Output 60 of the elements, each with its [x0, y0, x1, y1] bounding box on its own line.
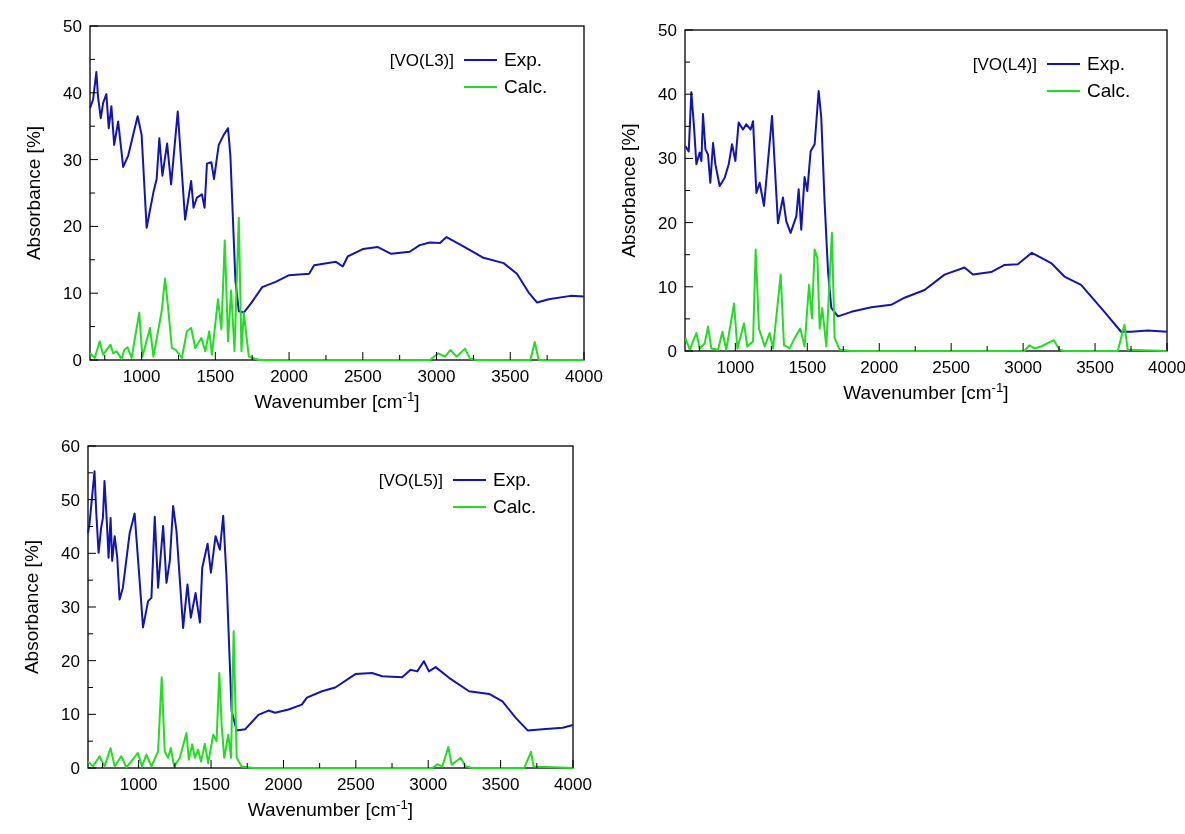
x-tick-label: 3000 — [417, 367, 456, 386]
line-series — [89, 216, 585, 361]
x-tick-label: 4000 — [565, 367, 603, 386]
y-tick-label: 40 — [63, 83, 82, 103]
x-axis-title: Wavenumber [cm$^{-1}$] — [254, 388, 420, 412]
y-tick-label: 40 — [658, 85, 677, 105]
legend-title: [VO(L4)] — [972, 55, 1037, 74]
legend-label: Exp. — [493, 469, 532, 490]
y-tick-label: 0 — [70, 759, 80, 778]
x-tick-label: 2500 — [343, 367, 382, 386]
line-series — [87, 470, 574, 732]
x-tick-label: 4000 — [554, 775, 592, 794]
y-tick-label: 20 — [61, 651, 80, 671]
line-series — [89, 71, 585, 314]
line-series — [87, 630, 574, 769]
y-tick-label: 30 — [658, 149, 677, 169]
x-tick-label: 3500 — [1076, 358, 1114, 377]
y-tick-label: 10 — [658, 277, 677, 297]
x-tick-label: 1500 — [196, 367, 235, 386]
legend-label: Calc. — [1087, 80, 1131, 101]
x-tick-label: 2500 — [336, 775, 375, 794]
legend-label: Calc. — [493, 496, 537, 517]
x-tick-label: 1000 — [122, 367, 161, 386]
x-tick-label: 3500 — [481, 775, 520, 794]
x-tick-label: 2000 — [270, 367, 308, 386]
legend-label: Exp. — [1087, 53, 1126, 74]
y-tick-label: 40 — [61, 544, 80, 564]
x-tick-label: 1000 — [119, 775, 158, 794]
y-tick-label: 0 — [667, 342, 677, 361]
x-tick-label: 1500 — [788, 358, 827, 377]
y-tick-label: 10 — [61, 705, 80, 725]
legend-title: [VO(L3)] — [389, 51, 454, 70]
y-tick-label: 50 — [658, 21, 677, 40]
y-tick-label: 20 — [63, 217, 82, 237]
line-series — [684, 231, 1168, 352]
legend-label: Exp. — [504, 49, 543, 70]
legend-title: [VO(L5)] — [378, 471, 443, 490]
y-tick-label: 60 — [61, 437, 80, 456]
x-tick-label: 2000 — [264, 775, 303, 794]
y-tick-label: 50 — [63, 17, 82, 36]
legend-label: Calc. — [504, 76, 548, 97]
x-tick-label: 2000 — [860, 358, 899, 377]
y-tick-label: 30 — [63, 150, 82, 170]
x-tick-label: 2500 — [932, 358, 971, 377]
y-tick-label: 50 — [61, 490, 80, 510]
x-tick-label: 1500 — [192, 775, 230, 794]
x-axis-title: Wavenumber [cm$^{-1}$] — [843, 379, 1009, 403]
x-tick-label: 3000 — [1004, 358, 1043, 377]
y-axis-title: Absorbance [%] — [618, 123, 639, 258]
y-axis-title: Absorbance [%] — [21, 539, 42, 675]
y-tick-label: 10 — [63, 284, 82, 304]
y-tick-label: 20 — [658, 213, 677, 233]
x-tick-label: 3500 — [491, 367, 530, 386]
x-tick-label: 1000 — [716, 358, 755, 377]
x-tick-label: 4000 — [1148, 358, 1185, 377]
x-tick-label: 3000 — [409, 775, 448, 794]
x-axis-title: Wavenumber [cm$^{-1}$] — [247, 796, 414, 820]
y-tick-label: 0 — [72, 351, 82, 370]
y-tick-label: 30 — [61, 598, 80, 617]
y-axis-title: Absorbance [%] — [23, 125, 44, 261]
